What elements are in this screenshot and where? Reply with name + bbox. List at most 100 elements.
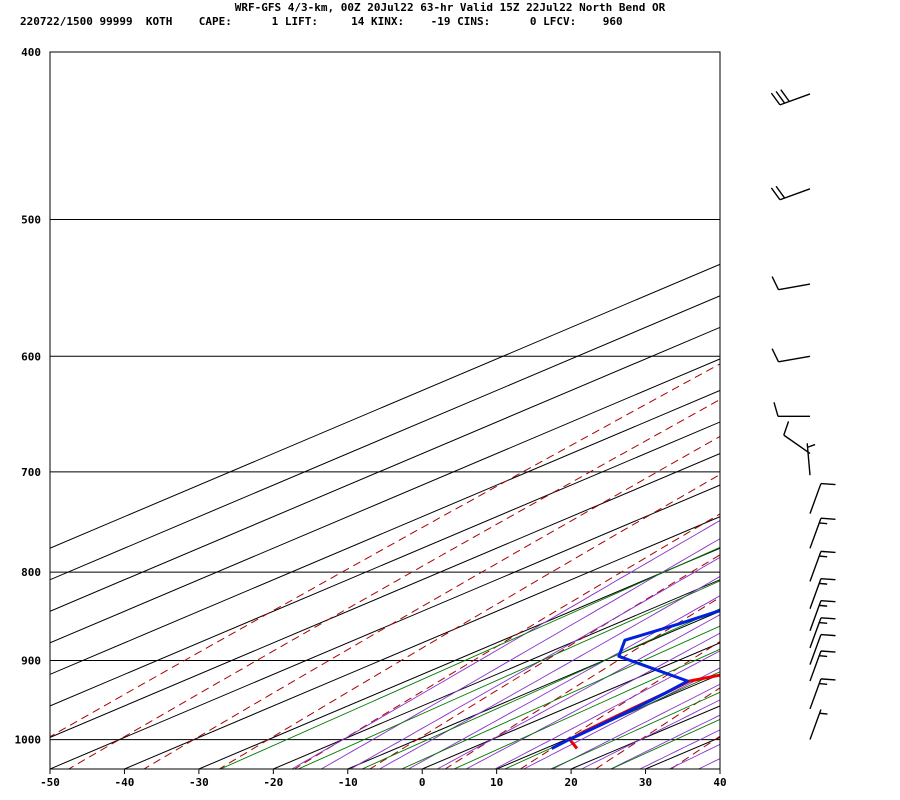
x-tick-label: -30 [189,776,209,789]
y-tick-label: 600 [21,350,41,363]
barb-feather [820,517,836,520]
isotherm-line [50,358,720,644]
moist-adiabat [407,595,720,769]
isotherm-line [794,52,900,769]
dry-adiabat [519,641,720,769]
barb-staff [809,617,822,649]
wind-barb [809,678,836,710]
dry-adiabat [368,554,720,769]
wind-barb [770,185,811,201]
isotherm-line [570,705,720,769]
barb-staff [809,678,822,710]
barb-half-feather [819,555,828,558]
wind-barb [809,617,836,649]
wind-barb [809,599,836,631]
barb-staff [809,483,822,514]
y-tick-label: 400 [21,46,41,59]
barb-staff [783,434,811,455]
y-tick-label: 800 [21,566,41,579]
barb-feather [775,90,786,104]
barb-half-feather [819,522,828,525]
x-tick-label: 30 [639,776,652,789]
isotherm-line [273,579,720,769]
moist-adiabat [291,519,720,769]
barb-feather [820,599,836,603]
wind-barb [809,650,836,682]
isotherm-line [50,263,720,549]
moist-adiabat [697,758,720,769]
moist-adiabat [349,556,720,769]
y-tick-label: 900 [21,655,41,668]
wind-barb [771,348,811,363]
mixing-ratio-line [503,671,720,769]
isotherm-line [50,484,720,769]
barb-half-feather [819,712,828,715]
barb-feather [771,348,780,363]
y-tick-label: 1000 [15,734,42,747]
barb-staff [809,709,822,740]
x-tick-label: -50 [40,776,60,789]
axis-labels: -50 -40 -30 -20 -10 0 10 20 30 40 400 500 600 700 800 9… [15,46,727,789]
x-tick-label: -40 [115,776,135,789]
barb-feather [770,92,781,106]
chart-header: WRF-GFS 4/3-km, 00Z 20Jul22 63-hr Valid … [0,0,900,34]
barb-staff [806,443,811,476]
barb-feather [820,482,836,486]
mixing-ratio-line [361,608,720,769]
moist-adiabat [378,575,720,769]
x-tick-label: -20 [263,776,283,789]
plot-frame [49,51,721,770]
barb-feather [820,678,836,681]
y-tick-label: 500 [21,213,41,226]
dry-adiabat [725,14,900,784]
y-tick-label: 700 [21,466,41,479]
isotherm-line [645,736,720,769]
wind-barb [773,402,810,418]
wind-barb [771,276,811,291]
moist-adiabat [493,650,720,769]
dry-adiabat [50,363,720,738]
isotherm-line [719,768,720,769]
barb-half-feather [819,604,828,607]
moist-adiabat [436,614,720,769]
profile-lines [551,609,720,750]
isotherm-line [124,516,720,769]
dewpoint-profile [551,609,720,750]
dry-adiabat [444,596,720,769]
barb-feather [820,577,836,581]
barb-feather [820,633,836,637]
wind-barb [783,421,811,455]
x-tick-label: 10 [490,776,503,789]
barb-feather [820,550,836,554]
barb-feather [820,617,836,620]
isotherm-line [50,326,720,612]
x-tick-label: 0 [419,776,426,789]
mixing-ratio-line [297,580,720,769]
barb-feather [771,276,780,290]
moist-adiabat [609,714,720,769]
barb-feather [773,402,779,417]
barb-half-feather [819,621,828,624]
barb-half-feather [819,582,828,585]
barb-half-feather [819,682,828,686]
wind-barb [809,550,836,582]
isotherm-line [422,642,720,769]
barb-feather [820,650,836,653]
barb-staff [809,650,822,682]
wind-barb [809,577,836,609]
mixing-ratio-line [453,648,720,769]
wind-barb [809,709,828,740]
dry-adiabat [877,14,900,784]
moist-adiabat [551,683,720,769]
mixing-ratio-line [549,691,720,769]
dry-adiabat [218,473,720,769]
x-tick-label: 40 [713,776,726,789]
wind-barb [770,89,811,106]
wind-barb [809,633,836,665]
wind-barb-column [770,89,836,740]
wind-barb [809,482,836,514]
moist-adiabat [465,632,720,769]
wind-barb [806,443,816,476]
moist-adiabat [522,667,720,769]
dry-adiabat [293,513,720,769]
